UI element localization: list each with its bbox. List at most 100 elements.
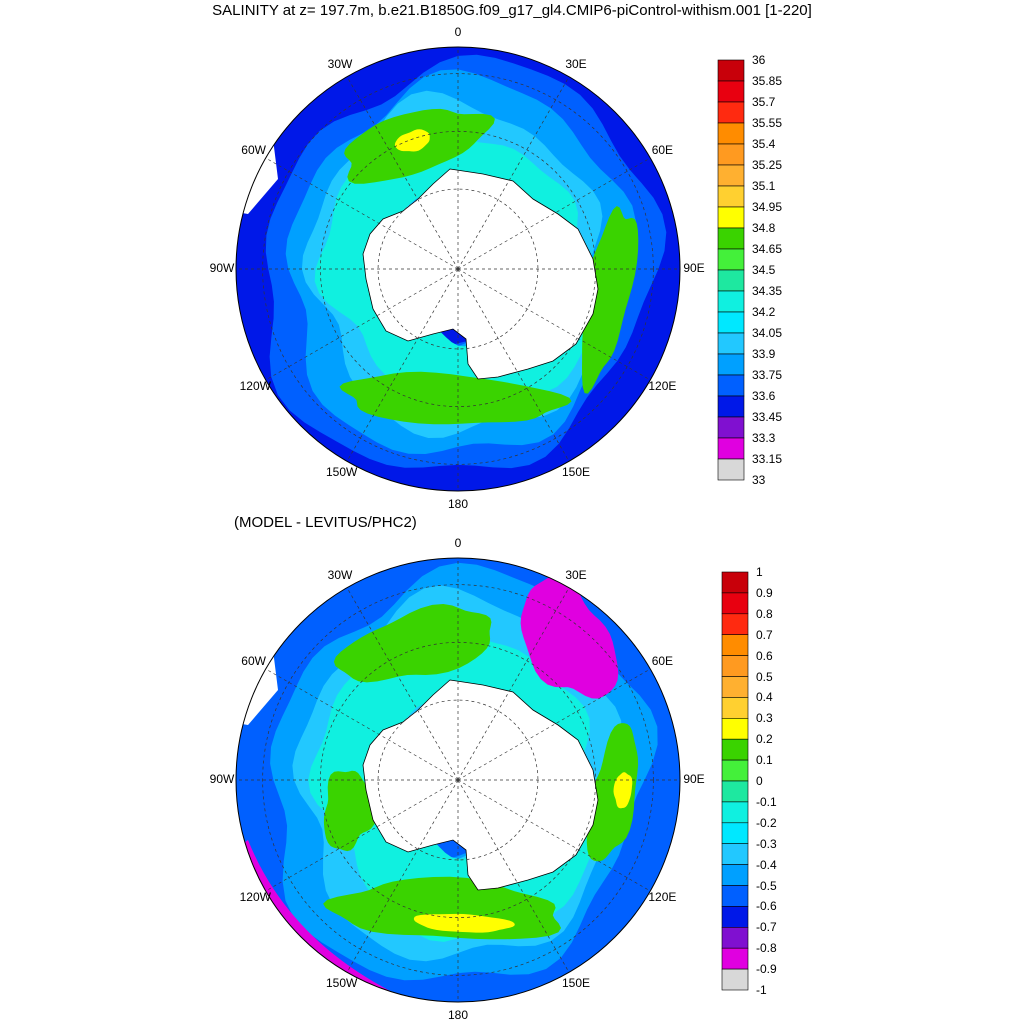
colorbar-label: 35.85 [752,74,783,88]
colorbar-label: 36 [752,53,766,67]
meridian-line [457,76,570,270]
colorbar-swatch [721,697,749,719]
colorbar [717,59,745,481]
colorbar-label: -0.8 [756,941,777,956]
colorbar-label: 33.15 [752,452,783,466]
field-green-core [323,770,376,852]
plot-border [235,557,681,1003]
meridian-line [265,268,459,381]
colorbar-label: 0.7 [756,627,773,642]
colorbar-label: 0.1 [756,753,773,768]
colorbar-swatch [717,122,745,145]
longitude-label: 60W [241,143,266,157]
colorbar-label: 34.5 [752,263,776,277]
colorbar-swatch [717,227,745,250]
longitude-label: 0 [454,536,462,550]
colorbar-swatch [721,634,749,656]
colorbar-label: 33.45 [752,410,783,424]
colorbar-label: -0.5 [756,878,777,893]
colorbar-label: -0.3 [756,836,777,851]
colorbar-label: 35.1 [752,179,776,193]
colorbar-label: 0 [756,774,763,788]
antarctica [362,679,599,891]
longitude-label: 150E [562,976,591,991]
longitude-label: 120W [239,379,271,393]
meridian-line [346,76,459,270]
polar-plot-0 [235,46,681,492]
colorbar-swatch [717,185,745,208]
longitude-label: 120W [239,890,271,904]
colorbar-swatch [721,885,749,907]
field-yellow-core [613,772,633,809]
field-yellow-core [413,913,515,933]
colorbar-label: -0.1 [756,794,777,809]
colorbar-label: -0.9 [756,962,777,977]
colorbar-label: 33.3 [752,431,776,445]
colorbar-swatch [721,613,749,635]
antarctica [362,168,599,380]
colorbar-swatch [717,458,745,481]
colorbar-swatch [717,395,745,418]
latitude-circle [320,642,596,918]
longitude-label: 90W [209,261,235,275]
colorbar-swatch [721,968,749,991]
longitude-label: 90E [683,772,705,786]
colorbar-label: -0.4 [756,857,777,872]
longitude-label: 60E [651,143,674,157]
meridian-line [265,668,459,781]
latitude-circle [262,584,654,976]
colorbar-swatch [721,947,749,970]
colorbar-label: 0.4 [756,690,773,705]
field-yellow-core [394,129,430,152]
latitude-circle [262,73,654,465]
longitude-label: 150W [326,976,358,991]
colorbar-swatch [721,738,749,761]
colorbar-label: 33.6 [752,389,776,403]
meridian-line [457,779,651,892]
meridian-line [457,779,570,973]
colorbar-swatch [717,353,745,376]
colorbar-swatch [721,717,749,740]
colorbar-label: 34.05 [752,326,783,340]
longitude-label: 30E [565,56,587,71]
longitude-label: 120E [648,890,677,904]
colorbar-label: 33.75 [752,368,783,382]
polar-plot-1 [235,557,681,1003]
colorbar-swatch [717,311,745,334]
colorbar [721,571,749,991]
longitude-label: 120E [648,379,677,393]
plot-border [235,46,681,492]
colorbar-label: 34.65 [752,242,783,256]
colorbar-swatch [721,801,749,824]
colorbar-label: -0.7 [756,920,777,935]
colorbar-swatch [717,80,745,103]
longitude-label: 180 [447,1008,469,1022]
field-green-core [582,206,639,394]
colorbar-label: 34.95 [752,200,783,214]
colorbar-swatch [721,759,749,782]
colorbar-swatch [721,592,749,615]
colorbar-swatch [717,416,745,439]
colorbar-swatch [721,571,749,594]
colorbar-label: 35.25 [752,158,783,172]
colorbar-label: 0.6 [756,648,773,663]
latitude-circle [320,131,596,407]
meridian-line [457,668,651,781]
longitude-label: 90E [683,261,705,275]
field-green-core [333,604,492,683]
colorbar-swatch [721,655,749,677]
colorbar-swatch [721,676,749,698]
colorbar-label: 35.55 [752,116,783,130]
longitude-label: 30W [327,567,353,582]
colorbar-label: 34.8 [752,221,776,235]
meridian-line [346,268,459,462]
longitude-label: 90W [209,772,235,786]
meridian-line [346,779,459,973]
colorbar-swatch [717,164,745,187]
meridian-line [457,587,570,781]
colorbar-label: 34.35 [752,284,783,298]
colorbar-swatch [717,248,745,271]
colorbar-label: 33 [752,473,766,487]
colorbar-swatch [717,59,745,82]
